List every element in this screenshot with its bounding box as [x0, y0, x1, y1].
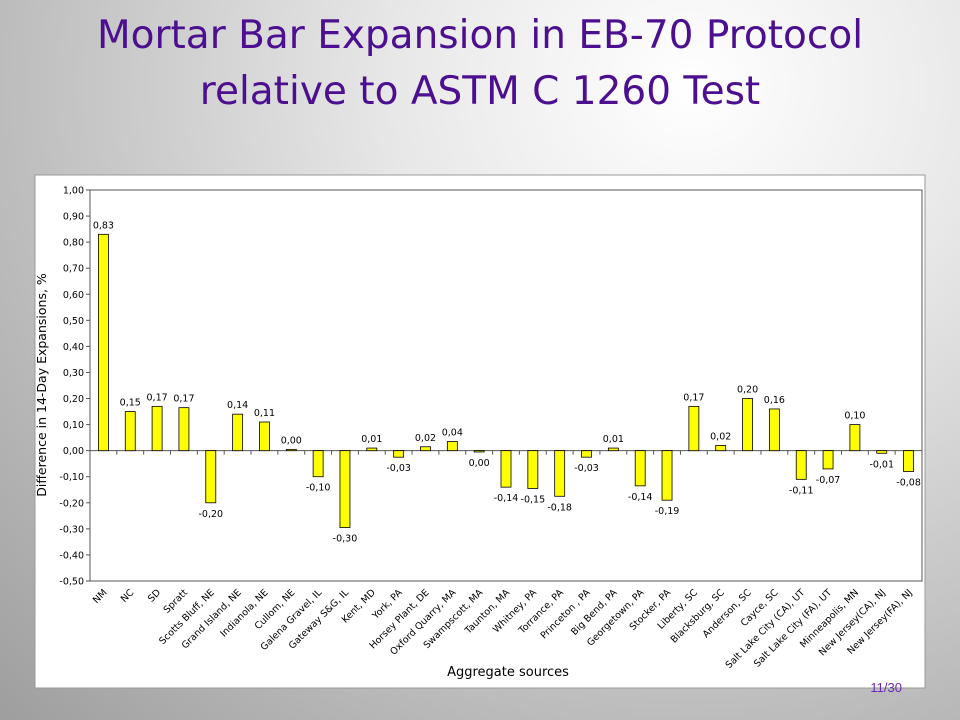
bar: [285, 448, 297, 452]
data-label: -0,08: [896, 478, 921, 489]
data-label: 0,01: [603, 434, 624, 445]
bar: [339, 450, 351, 528]
data-label: -0,18: [547, 502, 572, 513]
data-label: -0,07: [816, 475, 841, 486]
data-label: 0,02: [415, 433, 436, 444]
bars: [98, 233, 914, 528]
bar: [500, 450, 512, 488]
bar: [420, 446, 431, 452]
data-label: -0,10: [306, 483, 331, 494]
y-tick-label: 0,60: [63, 290, 84, 301]
data-label: 0,20: [737, 385, 758, 396]
data-label: 0,00: [469, 458, 490, 469]
y-tick-label: -0,50: [59, 577, 84, 588]
data-label: 0,01: [361, 434, 382, 445]
y-tick-label: 0,30: [63, 368, 84, 379]
data-label: -0,19: [655, 506, 680, 517]
data-label: -0,03: [386, 463, 411, 474]
data-label: -0,14: [628, 492, 653, 503]
data-label: -0,15: [521, 494, 546, 505]
y-tick-label: -0,30: [59, 524, 84, 535]
bar: [688, 405, 700, 452]
data-label: 0,17: [173, 394, 194, 405]
bar: [98, 233, 109, 452]
data-label: 0,15: [120, 398, 141, 409]
bar: [473, 450, 485, 453]
y-tick-label: -0,20: [59, 498, 84, 509]
bar: [205, 450, 217, 504]
y-tick-label: -0,40: [59, 550, 84, 561]
y-axis-label: Difference in 14-Day Expansions, %: [34, 273, 49, 497]
bar: [312, 450, 324, 478]
y-tick-label: 0,10: [63, 420, 84, 431]
bar: [876, 450, 888, 454]
bar: [554, 450, 566, 497]
bar: [581, 450, 592, 458]
data-label: 0,00: [281, 435, 302, 446]
y-tick-label: 0,90: [63, 212, 84, 223]
slide-title-line-2: relative to ASTM C 1260 Test: [199, 69, 761, 114]
bar: [366, 447, 378, 452]
y-tick-label: 0,80: [63, 238, 84, 249]
bar: [446, 441, 458, 452]
bar: [259, 421, 270, 452]
bar: [849, 424, 861, 452]
data-label: 0,04: [442, 428, 463, 439]
bar: [232, 413, 244, 452]
data-label: -0,01: [869, 459, 894, 470]
data-label: -0,14: [494, 493, 519, 504]
bar: [151, 405, 163, 452]
bar: [178, 407, 190, 452]
data-label: -0,11: [789, 485, 814, 496]
data-labels: 0,83 0,15 0,17 0,17 -0,20 0,14 0,11 0,00 -0,10 -0…: [93, 220, 921, 544]
data-label: -0,30: [333, 534, 358, 545]
bar: [124, 411, 136, 452]
bar: [822, 450, 834, 470]
data-label: -0,20: [198, 509, 223, 520]
data-label: 0,02: [710, 431, 731, 442]
bar: [715, 445, 727, 452]
data-label: -0,03: [574, 463, 599, 474]
bar: [607, 447, 619, 452]
page-number: 11/30: [870, 680, 902, 695]
data-label: 0,10: [844, 411, 865, 422]
data-label: 0,17: [683, 392, 704, 403]
y-tick-label: 0,70: [63, 264, 84, 275]
bar: [393, 450, 405, 458]
bar: [634, 450, 646, 487]
plot-area: [89, 189, 923, 582]
y-tick-label: 0,20: [63, 394, 84, 405]
data-label: 0,16: [764, 395, 785, 406]
data-label: 0,83: [93, 220, 114, 231]
data-label: 0,14: [227, 400, 248, 411]
data-label: 0,11: [254, 408, 275, 419]
bar: [795, 450, 807, 480]
y-tick-label: 0,40: [63, 342, 84, 353]
slide-title: Mortar Bar Expansion in EB-70 Protocol r…: [0, 8, 960, 120]
bar: [903, 450, 914, 472]
y-tick-label: 0,50: [63, 316, 84, 327]
data-label: 0,17: [147, 392, 168, 403]
y-tick-label: 0,00: [63, 446, 84, 457]
y-tick-label: -0,10: [59, 472, 84, 483]
y-tick-label: 1,00: [63, 186, 84, 197]
bar: [742, 398, 753, 452]
slide-title-line-1: Mortar Bar Expansion in EB-70 Protocol: [96, 13, 864, 58]
bar: [768, 408, 780, 452]
x-axis-label: Aggregate sources: [447, 665, 569, 680]
bar: [527, 450, 539, 489]
bar: [661, 450, 673, 501]
